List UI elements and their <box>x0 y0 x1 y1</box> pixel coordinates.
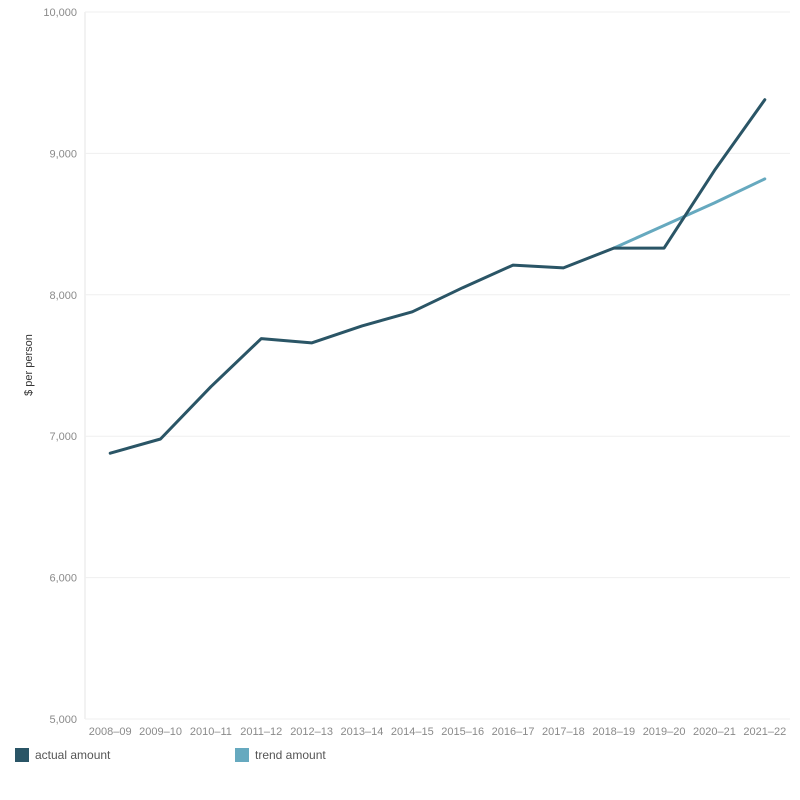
legend-swatch-trend <box>235 748 249 762</box>
y-tick-labels: 5,000 6,000 7,000 8,000 9,000 10,000 <box>43 7 77 726</box>
x-tick-label: 2016–17 <box>492 726 535 738</box>
y-tick-label: 9,000 <box>49 148 77 160</box>
x-tick-label: 2019–20 <box>643 726 686 738</box>
legend-label-trend: trend amount <box>255 748 326 762</box>
legend: actual amount trend amount <box>15 748 455 762</box>
y-tick-label: 8,000 <box>49 290 77 302</box>
series-line-actual[interactable] <box>108 98 767 455</box>
x-tick-label: 2018–19 <box>592 726 635 738</box>
legend-item-actual[interactable]: actual amount <box>15 748 235 762</box>
legend-item-trend[interactable]: trend amount <box>235 748 455 762</box>
x-tick-label: 2012–13 <box>290 726 333 738</box>
x-tick-label: 2020–21 <box>693 726 736 738</box>
x-tick-label: 2013–14 <box>341 726 384 738</box>
y-tick-label: 6,000 <box>49 573 77 585</box>
y-axis-title: $ per person <box>23 334 35 396</box>
x-tick-label: 2009–10 <box>139 726 182 738</box>
legend-swatch-actual <box>15 748 29 762</box>
y-tick-label: 5,000 <box>49 714 77 726</box>
x-tick-labels: 2008–09 2009–10 2010–11 2011–12 2012–13 2013–… <box>89 726 786 738</box>
x-tick-label: 2015–16 <box>441 726 484 738</box>
series-line-trend[interactable] <box>612 177 767 250</box>
x-tick-label: 2010–11 <box>190 726 232 738</box>
x-tick-label: 2021–22 <box>743 726 786 738</box>
y-tick-label: 10,000 <box>43 7 77 19</box>
gridlines <box>84 11 790 720</box>
x-tick-label: 2017–18 <box>542 726 585 738</box>
x-tick-label: 2011–12 <box>240 726 282 738</box>
series-lines <box>108 98 767 455</box>
y-tick-label: 7,000 <box>49 431 77 443</box>
legend-label-actual: actual amount <box>35 748 111 762</box>
x-tick-label: 2014–15 <box>391 726 434 738</box>
x-tick-label: 2008–09 <box>89 726 132 738</box>
